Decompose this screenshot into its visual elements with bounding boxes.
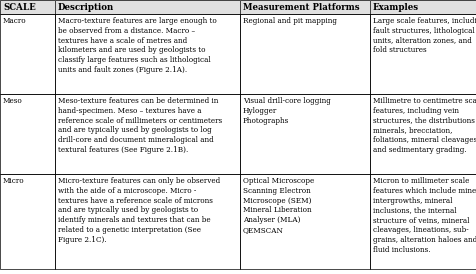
Bar <box>55 14 240 94</box>
Text: Optical Microscope
Scanning Electron
Microscope (SEM)
Mineral Liberation
Analyse: Optical Microscope Scanning Electron Mic… <box>243 177 314 234</box>
Text: Micron to millimeter scale
features which include mineral
intergrowths, mineral
: Micron to millimeter scale features whic… <box>373 177 476 254</box>
Bar <box>240 94 370 174</box>
Text: Measurement Platforms: Measurement Platforms <box>243 2 360 12</box>
Text: Visual drill-core logging
Hylogger
Photographs: Visual drill-core logging Hylogger Photo… <box>243 97 331 125</box>
Bar <box>370 0 476 14</box>
Bar <box>55 0 240 14</box>
Text: Meso: Meso <box>3 97 23 105</box>
Bar <box>240 0 370 14</box>
Bar <box>55 0 240 14</box>
Bar <box>240 174 370 269</box>
Bar <box>370 14 476 94</box>
Text: Millimetre to centimetre scale
features, including vein
structures, the distribu: Millimetre to centimetre scale features,… <box>373 97 476 154</box>
Bar <box>370 94 476 174</box>
Text: Examples: Examples <box>373 2 419 12</box>
Bar <box>0 0 55 14</box>
Text: Micro: Micro <box>3 177 25 185</box>
Text: Macro-texture features are large enough to
be observed from a distance. Macro –
: Macro-texture features are large enough … <box>58 17 217 74</box>
Bar <box>55 174 240 269</box>
Text: SCALE: SCALE <box>3 2 36 12</box>
Text: Description: Description <box>58 2 114 12</box>
Text: Regional and pit mapping: Regional and pit mapping <box>243 17 337 25</box>
Bar <box>0 0 55 14</box>
Bar <box>370 0 476 14</box>
Bar <box>55 94 240 174</box>
Text: Meso-texture features can be determined in
hand-specimen. Meso – textures have a: Meso-texture features can be determined … <box>58 97 222 154</box>
Bar <box>370 174 476 269</box>
Text: Macro: Macro <box>3 17 27 25</box>
Bar <box>0 14 55 94</box>
Bar <box>240 14 370 94</box>
Text: Large scale features, including
fault structures, lithological
units, alteration: Large scale features, including fault st… <box>373 17 476 55</box>
Bar <box>0 174 55 269</box>
Bar <box>240 0 370 14</box>
Text: Micro-texture features can only be observed
with the aide of a microscope. Micro: Micro-texture features can only be obser… <box>58 177 220 244</box>
Bar <box>0 94 55 174</box>
